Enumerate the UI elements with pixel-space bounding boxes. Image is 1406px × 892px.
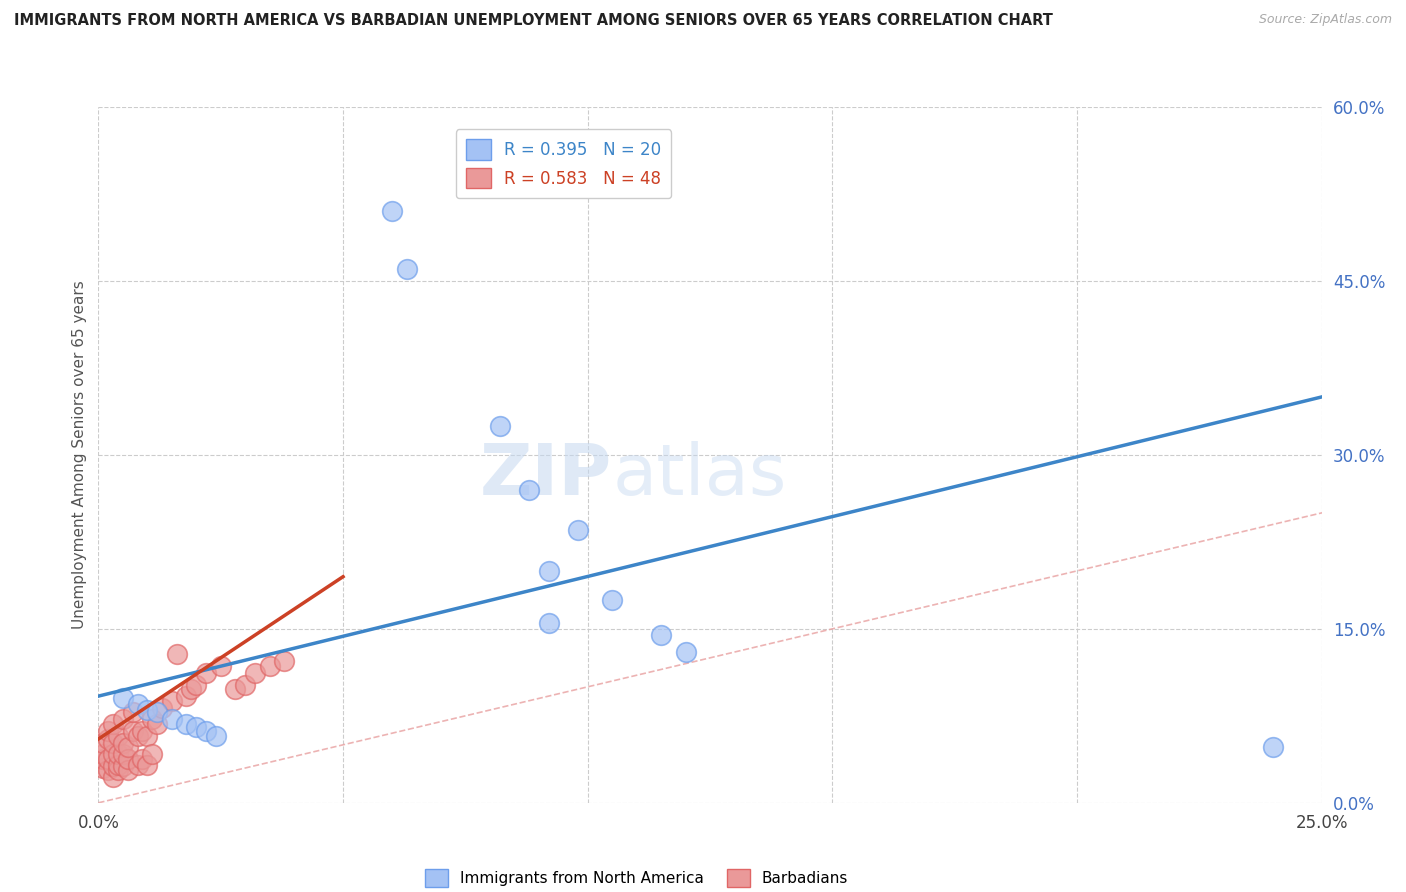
Point [537, 564, 560, 578]
Point [166, 648, 188, 662]
Point [146, 706, 169, 720]
Point [273, 654, 295, 668]
Point [150, 700, 173, 714]
Text: IMMIGRANTS FROM NORTH AMERICA VS BARBADIAN UNEMPLOYMENT AMONG SENIORS OVER 65 YE: IMMIGRANTS FROM NORTH AMERICA VS BARBADI… [14, 13, 1053, 29]
Point [101, 747, 124, 761]
Point [107, 757, 129, 772]
Point [141, 747, 163, 761]
Point [186, 677, 208, 691]
Point [186, 721, 208, 735]
Point [97, 723, 120, 738]
Point [675, 645, 697, 659]
Y-axis label: Unemployment Among Seniors over 65 years: Unemployment Among Seniors over 65 years [72, 281, 87, 629]
Point [136, 703, 159, 717]
Point [107, 729, 129, 743]
Point [176, 717, 198, 731]
Point [259, 659, 281, 673]
Point [488, 418, 510, 433]
Point [97, 764, 120, 778]
Point [136, 757, 159, 772]
Point [395, 262, 418, 277]
Point [111, 758, 134, 772]
Text: ZIP: ZIP [479, 442, 612, 510]
Point [131, 752, 153, 766]
Point [381, 204, 404, 219]
Point [121, 723, 143, 738]
Point [101, 758, 124, 772]
Point [97, 752, 120, 766]
Point [205, 729, 228, 743]
Point [91, 747, 114, 761]
Point [600, 592, 623, 607]
Point [180, 682, 202, 697]
Text: atlas: atlas [612, 442, 786, 510]
Legend: Immigrants from North America, Barbadians: Immigrants from North America, Barbadian… [419, 863, 855, 892]
Point [224, 682, 246, 697]
Text: Source: ZipAtlas.com: Source: ZipAtlas.com [1258, 13, 1392, 27]
Point [111, 747, 134, 761]
Point [107, 747, 129, 761]
Point [141, 712, 163, 726]
Point [121, 706, 143, 720]
Point [233, 677, 256, 691]
Point [91, 761, 114, 775]
Point [101, 770, 124, 784]
Point [127, 698, 149, 712]
Point [209, 659, 232, 673]
Point [176, 689, 198, 703]
Point [127, 757, 149, 772]
Point [146, 717, 169, 731]
Point [101, 717, 124, 731]
Point [160, 712, 183, 726]
Point [243, 665, 266, 680]
Point [91, 735, 114, 749]
Point [195, 665, 218, 680]
Point [567, 523, 589, 537]
Point [195, 723, 218, 738]
Point [111, 712, 134, 726]
Point [136, 729, 159, 743]
Point [127, 729, 149, 743]
Point [117, 752, 139, 766]
Point [117, 764, 139, 778]
Point [111, 691, 134, 706]
Point [117, 740, 139, 755]
Point [650, 628, 672, 642]
Point [111, 735, 134, 749]
Point [97, 731, 120, 746]
Point [537, 615, 560, 630]
Point [517, 483, 540, 497]
Point [101, 735, 124, 749]
Point [160, 694, 183, 708]
Point [107, 764, 129, 778]
Point [1261, 740, 1284, 755]
Point [131, 723, 153, 738]
Point [91, 752, 114, 766]
